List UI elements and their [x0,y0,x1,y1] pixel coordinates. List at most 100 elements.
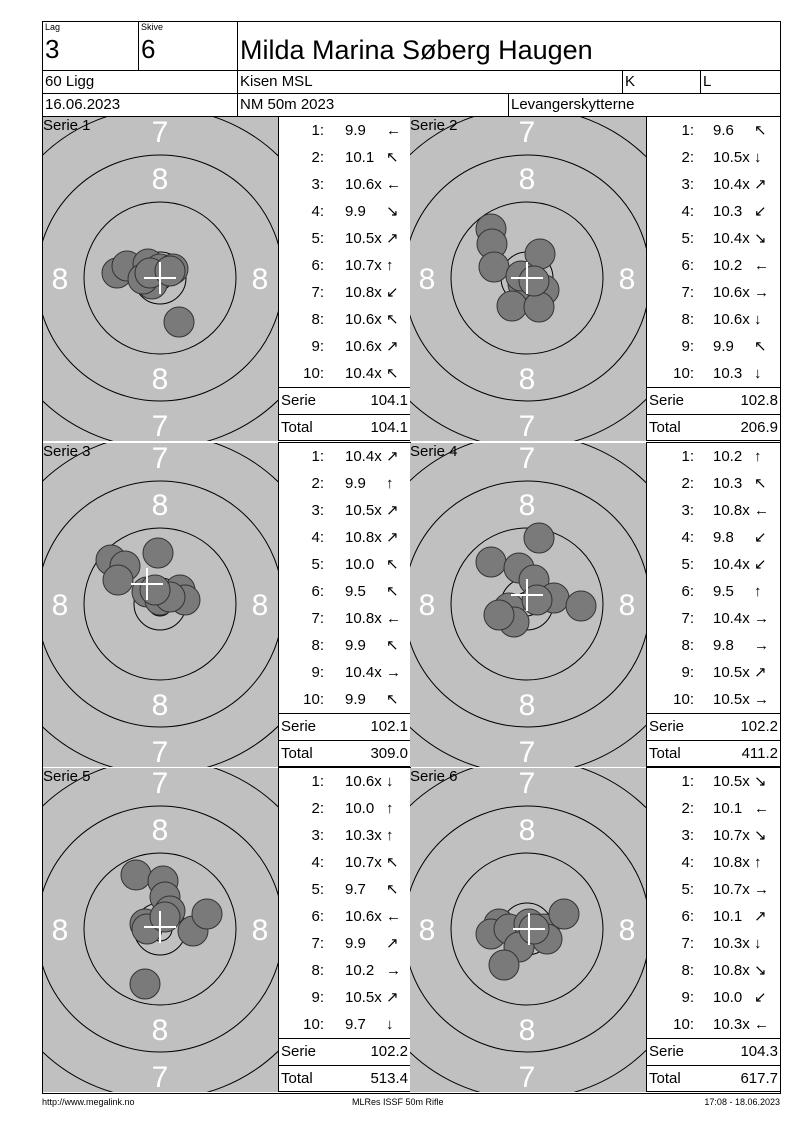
shot-row: 1: 10.6x ↓ [279,768,410,795]
ring-number: 7 [519,410,536,441]
shot-score: 10.1 [713,800,743,817]
shot-row: 10: 9.9 ↖ [279,686,410,713]
shot-row: 4: 9.9 ↘ [279,198,410,225]
shot-number: 9: [311,664,324,681]
shot-score: 9.8 [713,529,734,546]
direction-arrow-icon: ← [754,800,769,817]
shot-number: 7: [311,284,324,301]
shot-hole [129,968,161,1000]
direction-arrow-icon: ↙ [386,284,399,301]
direction-arrow-icon: ↖ [754,475,767,492]
shot-score: 10.6x [713,311,750,328]
shot-row: 6: 10.2 ← [647,252,780,279]
shot-number: 8: [681,637,694,654]
ring-number: 8 [519,489,536,522]
shot-score: 10.7x [713,827,750,844]
score-list-6: 1: 10.5x ↘ 2: 10.1 ← 3: 10.7x ↘ 4: 10.8x ↑ 5: 10.7x → 6… [646,767,781,1092]
target-5: Serie 5 7 8 8 8 8 7 [43,768,278,1092]
shot-row: 3: 10.3x ↑ [279,822,410,849]
score-list-1: 1: 9.9 ← 2: 10.1 ↖ 3: 10.6x ← 4: 9.9 ↘ 5: 10.5x ↗ 6: 10.… [278,116,411,441]
ring-number: 7 [519,117,536,149]
shot-number: 6: [311,257,324,274]
shot-row: 7: 10.6x → [647,279,780,306]
shot-row: 6: 10.6x ← [279,903,410,930]
shot-score: 10.5x [713,664,750,681]
ring-number: 7 [152,736,169,767]
ring-number: 8 [419,914,436,947]
shot-score: 10.8x [345,610,382,627]
total-label: Total [649,1070,681,1087]
ring-number: 8 [152,363,169,396]
program: 60 Ligg [42,70,238,94]
skive-cell: Skive 6 [138,21,238,71]
shot-number: 8: [311,637,324,654]
shot-score: 10.4x [713,556,750,573]
serie-value: 104.3 [740,1043,778,1060]
shot-row: 1: 10.4x ↗ [279,443,410,470]
shot-score: 10.3 [713,203,743,220]
total-value: 104.1 [370,419,408,436]
total-value: 309.0 [370,745,408,762]
shot-hole [518,265,550,297]
shot-row: 10: 10.3x ← [647,1011,780,1038]
shot-row: 5: 10.7x → [647,876,780,903]
shot-score: 10.4x [713,176,750,193]
shot-number: 3: [681,176,694,193]
shot-number: 6: [681,908,694,925]
ring-number: 7 [152,117,169,149]
shot-hole [523,522,555,554]
shot-row: 2: 9.9 ↑ [279,470,410,497]
direction-arrow-icon: ↖ [754,122,767,139]
ring [43,480,278,728]
direction-arrow-icon: ↙ [754,989,767,1006]
direction-arrow-icon: ↘ [754,773,767,790]
direction-arrow-icon: → [754,691,769,708]
shot-number: 1: [311,122,324,139]
total-row: Total 617.7 [647,1065,780,1091]
shot-row: 7: 10.3x ↓ [647,930,780,957]
shot-score: 10.0 [345,800,375,817]
shot-number: 10: [303,1016,324,1033]
direction-arrow-icon: ← [386,122,401,139]
shot-row: 5: 9.7 ↖ [279,876,410,903]
shot-score: 9.9 [345,935,366,952]
shot-number: 6: [681,583,694,600]
shot-row: 2: 10.5x ↓ [647,144,780,171]
shot-hole [496,290,528,322]
club: Kisen MSL [237,70,623,94]
footer-url[interactable]: http://www.megalink.no [42,1097,135,1107]
ring-number: 8 [619,263,636,296]
direction-arrow-icon: ↖ [386,556,399,573]
total-row: Total 411.2 [647,740,780,766]
shot-score: 10.3x [345,827,382,844]
ring-number: 8 [519,163,536,196]
shot-score: 10.8x [713,962,750,979]
ring [450,852,604,1006]
shot-number: 1: [311,773,324,790]
shot-score: 10.8x [713,854,750,871]
shot-score: 9.9 [345,637,366,654]
direction-arrow-icon: ← [754,257,769,274]
serie-value: 102.2 [740,718,778,735]
ring [410,805,646,1053]
shot-row: 9: 10.5x ↗ [279,984,410,1011]
shot-number: 5: [311,230,324,247]
shot-number: 4: [311,529,324,546]
serie-label: Serie [281,718,317,735]
shot-row: 7: 9.9 ↗ [279,930,410,957]
shot-row: 10: 10.4x ↖ [279,360,410,387]
shot-number: 3: [311,502,324,519]
shot-number: 4: [681,854,694,871]
shot-number: 5: [311,556,324,573]
direction-arrow-icon: ← [386,610,401,627]
total-label: Total [281,1070,313,1087]
direction-arrow-icon: ↗ [386,448,399,465]
class-k: K [622,70,701,94]
shot-score: 10.6x [345,908,382,925]
shot-hole [120,859,152,891]
shot-number: 7: [311,935,324,952]
shot-number: 6: [311,908,324,925]
series-label: Serie 4 [410,443,458,460]
ring-number: 8 [252,914,269,947]
shot-score: 9.7 [345,1016,366,1033]
